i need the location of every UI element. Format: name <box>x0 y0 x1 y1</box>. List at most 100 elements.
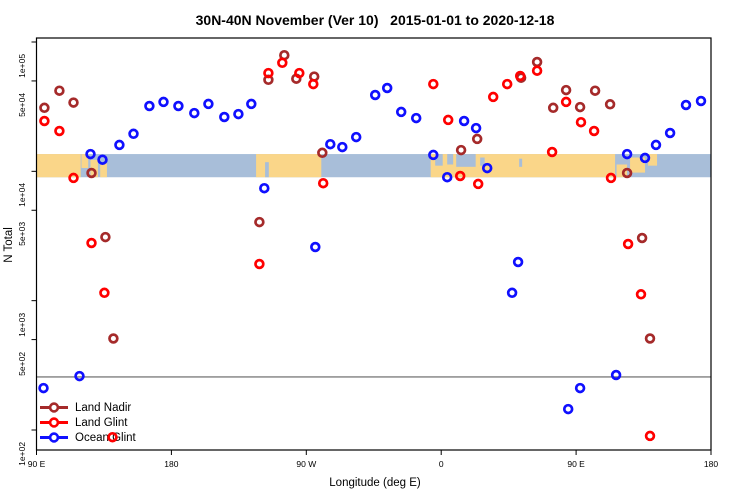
data-point <box>644 430 656 442</box>
y-tick-label: 5e+04 <box>17 92 27 117</box>
data-point <box>39 102 50 114</box>
map-land-segment <box>100 163 107 178</box>
data-point <box>604 99 616 110</box>
data-point <box>86 167 97 179</box>
data-point <box>650 139 662 151</box>
x-tick-label: 0 <box>438 459 444 469</box>
data-point <box>605 172 617 184</box>
data-point <box>39 115 50 127</box>
data-point <box>68 172 79 184</box>
map-ocean-patch <box>435 154 443 166</box>
data-point <box>610 369 622 381</box>
data-point <box>574 382 586 394</box>
data-point <box>635 289 647 300</box>
data-point <box>410 112 422 124</box>
data-point <box>644 333 656 344</box>
data-point <box>455 144 467 156</box>
data-point <box>114 139 125 151</box>
map-ocean-patch <box>265 162 269 178</box>
y-tick-label: 5e+02 <box>17 351 27 376</box>
legend-circle <box>48 417 60 428</box>
data-point <box>158 96 169 108</box>
legend-item-land-glint: Land Glint <box>39 415 136 430</box>
data-point <box>471 133 483 145</box>
map-land-segment <box>648 154 658 166</box>
data-point <box>108 333 119 344</box>
data-point <box>560 96 572 108</box>
legend-label: Ocean Glint <box>75 431 136 444</box>
data-point <box>107 431 118 443</box>
data-point <box>86 237 97 249</box>
data-point <box>664 127 676 139</box>
data-point <box>128 128 139 140</box>
data-point <box>38 382 49 394</box>
plot-frame <box>35 37 712 451</box>
y-tick-label: 1e+02 <box>17 441 27 466</box>
data-point <box>68 97 79 108</box>
series-land-glint <box>39 57 656 443</box>
map-ocean-patch <box>456 154 476 167</box>
data-point <box>254 258 265 270</box>
data-point <box>428 78 439 90</box>
data-point <box>621 148 633 160</box>
land-nadir-marker-icon <box>40 402 68 413</box>
data-point <box>695 95 707 107</box>
data-point <box>428 149 439 161</box>
data-point <box>189 107 200 119</box>
data-point <box>337 141 348 153</box>
data-point <box>574 101 586 113</box>
data-point <box>97 154 108 165</box>
data-point <box>144 100 155 112</box>
x-tick-label: 90 W <box>296 459 317 469</box>
data-point <box>54 85 65 96</box>
data-point <box>100 231 111 243</box>
series-land-nadir <box>39 49 656 344</box>
data-point <box>458 115 470 127</box>
data-point <box>501 78 513 90</box>
data-point <box>636 232 648 244</box>
x-tick-label: 90 E <box>27 459 46 469</box>
chart-title: 30N-40N November (Ver 10) 2015-01-01 to … <box>195 12 555 28</box>
y-tick-label: 1e+04 <box>17 183 27 208</box>
data-point <box>487 91 499 103</box>
series-ocean-glint <box>38 82 707 415</box>
data-point <box>219 111 230 123</box>
data-point <box>680 99 692 111</box>
x-tick-label: 180 <box>164 459 179 469</box>
data-point <box>395 106 407 118</box>
x-tick-label: 180 <box>703 459 719 469</box>
data-point <box>263 67 274 79</box>
data-point <box>639 152 651 164</box>
data-point <box>531 65 543 76</box>
data-point <box>622 238 634 250</box>
map-land-segment <box>256 154 322 178</box>
data-point <box>203 98 214 110</box>
data-point <box>512 256 524 268</box>
data-point <box>470 122 482 134</box>
legend-circle <box>48 402 60 413</box>
data-point <box>441 171 453 183</box>
data-point <box>317 177 329 189</box>
data-point <box>277 57 288 69</box>
data-point <box>99 287 110 299</box>
map-strip <box>36 154 711 178</box>
data-point <box>481 162 493 174</box>
data-point <box>454 170 466 182</box>
data-point <box>472 178 484 190</box>
map-ocean-patch <box>519 158 523 167</box>
data-point <box>506 287 518 299</box>
x-tick-label: 90 E <box>567 459 585 469</box>
data-point <box>514 70 526 82</box>
data-point <box>173 100 184 112</box>
map-ocean-patch <box>447 154 454 165</box>
data-point <box>350 131 362 143</box>
data-point <box>621 167 633 179</box>
data-point <box>74 370 85 382</box>
data-point <box>294 67 305 79</box>
data-point <box>531 56 543 68</box>
map-land-segment <box>81 154 89 168</box>
data-point <box>560 84 572 96</box>
